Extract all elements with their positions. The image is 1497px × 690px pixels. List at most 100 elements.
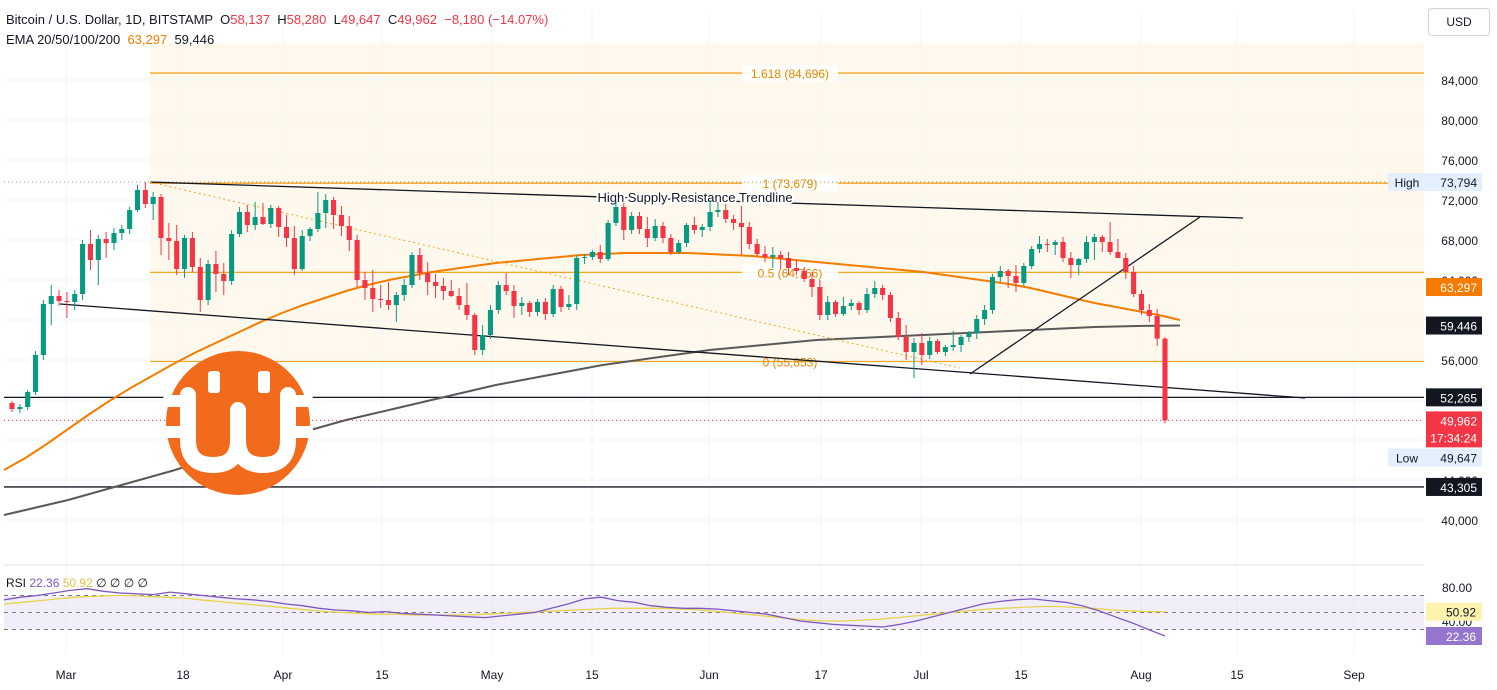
candle-body [1052, 242, 1058, 245]
candle-body [676, 243, 682, 252]
close-value: 49,962 [397, 12, 437, 27]
rsi-last-tag [1426, 626, 1482, 645]
price-tag [1426, 411, 1482, 448]
candle-body [25, 392, 31, 407]
y-tick-label: 76,000 [1441, 154, 1478, 168]
resistance-trendline [149, 181, 1244, 219]
y-tick-label: 56,000 [1441, 354, 1478, 368]
candle-body [597, 252, 603, 259]
candle-body [32, 355, 39, 392]
candle-body [260, 217, 266, 224]
candle-body [966, 333, 972, 337]
price-tag [1426, 173, 1482, 192]
candle-body [72, 294, 78, 302]
candle-body [182, 238, 188, 269]
x-tick-label: 18 [176, 668, 190, 682]
x-tick-label: 15 [1014, 668, 1028, 682]
high-label: H [277, 12, 287, 27]
candle-body [1154, 316, 1160, 339]
candle-body [1076, 259, 1082, 265]
candle-body [542, 302, 548, 314]
fib-level-label: 1 (73,679) [763, 177, 818, 191]
x-tick-label: Aug [1130, 668, 1151, 682]
candle-body [511, 291, 517, 306]
candle-body [566, 304, 572, 307]
candle-body [817, 287, 823, 315]
candle-body [872, 288, 878, 294]
rsi-last-label: 22.36 [1446, 630, 1476, 644]
candle-body [64, 301, 70, 302]
candle-body [189, 238, 195, 267]
candle-body [103, 239, 109, 243]
candle-body [127, 210, 133, 229]
fib-level-label: 1.618 (84,696) [751, 67, 829, 81]
symbol-title: Bitcoin / U.S. Dollar, 1D, BITSTAMP [6, 12, 213, 27]
candle-body [723, 210, 729, 219]
candle-body [17, 407, 23, 409]
price-tag [1426, 316, 1482, 335]
candle-body [417, 255, 423, 273]
candle-body [636, 216, 643, 229]
candle-body [621, 207, 627, 230]
candle-body [1013, 276, 1019, 283]
x-tick-label: 17 [814, 668, 828, 682]
candle-body [982, 310, 988, 319]
candle-body [119, 229, 125, 233]
candle-body [887, 295, 894, 318]
candle-body [134, 190, 141, 210]
candle-body [1068, 258, 1074, 265]
price-tag-name: Low [1396, 452, 1418, 466]
candle-body [778, 255, 784, 258]
candle-body [746, 227, 752, 244]
candle-body [9, 403, 15, 409]
candle-body [268, 208, 274, 224]
candle-body [40, 304, 46, 355]
rsi-band [4, 595, 1424, 630]
rsi-extra-1: ∅ [96, 576, 107, 590]
x-tick-label: Apr [274, 668, 293, 682]
rsi-y-tick-label: 80.00 [1442, 581, 1472, 595]
candle-body [833, 302, 839, 314]
change-value: −8,180 (−14.07%) [444, 12, 549, 27]
candle-body [989, 277, 995, 310]
candle-body [378, 299, 384, 300]
price-tag-name-bg [1388, 173, 1426, 192]
candle-body [629, 216, 635, 230]
candle-body [809, 279, 815, 287]
candle-body [150, 197, 156, 204]
candle-body [668, 238, 674, 252]
y-tick-label: 72,000 [1441, 194, 1478, 208]
candle-body [283, 227, 290, 238]
candle-body [236, 212, 243, 234]
candle-body [166, 238, 172, 241]
price-tag-countdown: 17:34:24 [1430, 431, 1477, 445]
x-tick-label: Mar [56, 668, 77, 682]
candle-body [848, 303, 854, 306]
candle-body [558, 289, 564, 307]
candle-body [660, 226, 666, 238]
x-tick-label: 15 [585, 668, 599, 682]
candle-body [1036, 244, 1043, 249]
logo-bar [283, 395, 313, 407]
price-tag-value: 43,305 [1440, 481, 1477, 495]
candle-body [174, 241, 180, 269]
candle-body [393, 295, 399, 305]
candle-body [370, 288, 376, 299]
fib-label-bg [742, 65, 838, 82]
currency-button[interactable]: USD [1428, 8, 1490, 36]
candle-body [221, 274, 227, 281]
logo-mark [180, 387, 296, 474]
x-tick-label: 15 [1230, 668, 1244, 682]
candle-body [550, 289, 556, 314]
candle-body [1138, 294, 1145, 310]
candle-body [229, 234, 235, 281]
logo-bar [163, 395, 193, 407]
low-value: 49,647 [340, 12, 381, 27]
candle-body [715, 210, 721, 212]
price-tag-value: 49,962 [1440, 414, 1477, 428]
price-tag-value: 49,647 [1440, 452, 1477, 466]
candle-body [331, 200, 337, 215]
price-tag [1426, 388, 1482, 407]
candle-body [87, 244, 93, 260]
